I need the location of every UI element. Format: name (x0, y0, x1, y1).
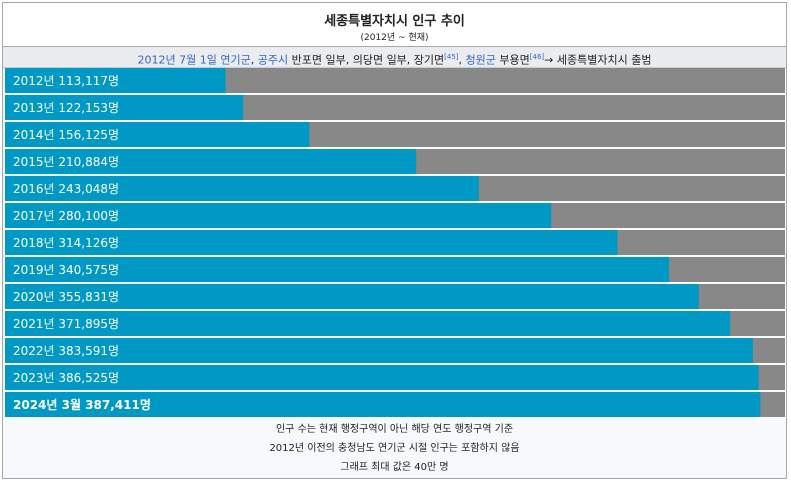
bar-10 (5, 338, 754, 363)
bar-0 (5, 68, 226, 93)
bar-7 (5, 257, 670, 282)
population-bar-chart: 2012년 113,117명 2013년 122,153명 2014년 156,12… (5, 68, 785, 417)
history-note: 2012년 7월 1일 연기군, 공주시 반포면 일부, 의당면 일부, 장기면… (3, 47, 786, 68)
bar-12 (5, 392, 761, 417)
history-text-launch: → 세종특별자치시 출범 (544, 53, 652, 67)
history-link-cheongwon[interactable]: 청원군 (465, 53, 496, 67)
bar-label-8: 2020년 355,831명 (13, 290, 119, 304)
history-separator: , (458, 53, 466, 67)
bar-label-2: 2014년 156,125명 (13, 128, 119, 142)
bar-label-1: 2013년 122,153명 (13, 101, 119, 115)
bar-label-4: 2016년 243,048명 (13, 182, 119, 196)
bar-6 (5, 230, 618, 255)
chart-header: 세종특별자치시 인구 추이 (2012년 ~ 현재) (3, 3, 786, 47)
bar-8 (5, 284, 699, 309)
bar-label-6: 2018년 314,126명 (13, 236, 119, 250)
chart-subtitle: (2012년 ~ 현재) (360, 33, 429, 43)
bar-3 (5, 149, 417, 174)
history-link-date-yeongi[interactable]: 2012년 7월 1일 연기군 (137, 53, 251, 67)
bar-label-5: 2017년 280,100명 (13, 209, 119, 223)
note-administrative-basis: 인구 수는 현재 행정구역이 아닌 해당 연도 행정구역 기준 (275, 424, 514, 435)
bar-label-0: 2012년 113,117명 (13, 74, 119, 88)
bar-label-3: 2015년 210,884명 (13, 155, 119, 169)
history-text-buyong: 부용면 (495, 53, 530, 67)
bar-9 (5, 311, 731, 336)
note-yeongi-exclusion: 2012년 이전의 충청남도 연기군 시절 인구는 포함하지 않음 (269, 443, 520, 454)
bar-label-11: 2023년 386,525명 (13, 371, 119, 385)
chart-notes: 인구 수는 현재 행정구역이 아닌 해당 연도 행정구역 기준 2012년 이전… (3, 420, 786, 478)
bar-11 (5, 365, 759, 390)
note-max-value: 그래프 최대 값은 40만 명 (340, 462, 449, 473)
bar-5 (5, 203, 552, 228)
bar-label-12: 2024년 3월 387,411명 (13, 397, 151, 412)
bar-2 (5, 122, 310, 147)
bar-4 (5, 176, 479, 201)
bar-label-7: 2019년 340,575명 (13, 263, 119, 277)
bar-1 (5, 95, 244, 120)
chart-title: 세종특별자치시 인구 추이 (324, 14, 465, 29)
history-link-gongju[interactable]: 공주시 (257, 53, 289, 67)
reference-45[interactable]: [45] (444, 53, 459, 61)
reference-46[interactable]: [46] (529, 53, 545, 61)
bar-label-9: 2021년 371,895명 (13, 317, 119, 331)
bar-label-10: 2022년 383,591명 (13, 344, 119, 358)
history-text-areas: 반포면 일부, 의당면 일부, 장기면 (288, 53, 445, 67)
history-separator: , (250, 53, 258, 67)
